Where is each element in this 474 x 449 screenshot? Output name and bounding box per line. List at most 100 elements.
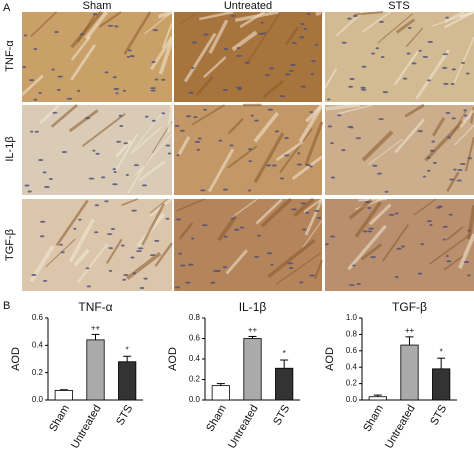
nucleus — [360, 86, 366, 89]
nucleus — [130, 256, 135, 259]
nucleus — [92, 149, 96, 152]
fiber — [304, 198, 324, 236]
nucleus — [429, 149, 435, 152]
nucleus — [122, 278, 127, 281]
nucleus — [149, 87, 156, 90]
nucleus — [24, 184, 30, 187]
nucleus — [95, 152, 100, 155]
nucleus — [427, 156, 431, 159]
y-tick-label: 0.4 — [32, 340, 44, 349]
y-tick-label: 0.4 — [189, 354, 201, 363]
nucleus — [360, 88, 367, 91]
nucleus — [113, 170, 117, 173]
fiber — [134, 134, 172, 177]
fiber — [466, 205, 474, 240]
fiber — [217, 215, 238, 242]
nucleus — [316, 216, 322, 219]
nucleus — [326, 98, 331, 101]
nucleus — [348, 284, 355, 287]
fiber — [315, 10, 323, 17]
nucleus — [179, 264, 186, 267]
fiber — [325, 103, 361, 111]
nucleus — [107, 24, 114, 27]
micrograph — [22, 199, 172, 291]
fiber — [458, 233, 474, 269]
nucleus — [43, 279, 48, 282]
nucleus — [337, 114, 342, 117]
fiber — [324, 67, 338, 88]
nucleus — [306, 13, 311, 16]
y-tick-label: 0.0 — [189, 395, 201, 404]
fiber — [138, 160, 166, 182]
fiber — [267, 238, 316, 279]
nucleus — [380, 55, 385, 58]
nucleus — [229, 144, 234, 147]
nucleus — [144, 115, 149, 118]
nucleus — [223, 48, 229, 51]
nucleus — [443, 82, 449, 85]
nucleus — [120, 244, 125, 247]
nucleus — [197, 137, 202, 140]
tissue-texture — [174, 197, 324, 289]
nucleus — [327, 125, 333, 128]
nucleus — [30, 130, 34, 133]
error-bar — [248, 335, 257, 339]
fiber — [158, 39, 174, 75]
nucleus — [129, 55, 135, 58]
nucleus — [426, 220, 432, 223]
row-header: IL-1β — [4, 136, 16, 161]
fiber — [337, 104, 373, 115]
nucleus — [38, 92, 42, 95]
fiber — [415, 49, 450, 100]
nucleus — [330, 142, 334, 145]
nucleus — [185, 281, 191, 284]
nucleus — [442, 225, 448, 228]
nucleus — [136, 250, 142, 253]
bar — [368, 396, 387, 401]
nucleus — [122, 89, 126, 92]
nucleus — [88, 177, 95, 180]
nucleus — [463, 109, 467, 112]
fiber — [405, 27, 424, 48]
nucleus — [222, 88, 228, 91]
error-bar — [405, 336, 414, 346]
nucleus — [367, 207, 372, 210]
fiber — [459, 109, 474, 128]
error-bar — [59, 389, 68, 391]
nucleus — [66, 97, 73, 100]
fiber — [253, 132, 285, 184]
x-tick-label: Sham — [204, 403, 229, 434]
nucleus — [284, 154, 290, 157]
fiber — [320, 11, 323, 19]
fiber — [260, 197, 293, 228]
micrograph — [174, 12, 322, 102]
fiber — [157, 10, 173, 19]
nucleus — [223, 235, 228, 238]
nucleus — [467, 274, 471, 277]
nucleus — [400, 245, 405, 248]
fiber — [105, 238, 123, 264]
fiber — [347, 224, 387, 271]
nucleus — [154, 239, 160, 242]
nucleus — [112, 76, 117, 79]
error-bar — [373, 394, 382, 397]
nucleus — [29, 79, 35, 82]
significance-mark: * — [283, 349, 286, 358]
nucleus — [141, 184, 148, 187]
fiber — [191, 104, 225, 126]
error-bar — [437, 357, 446, 369]
nucleus — [194, 140, 201, 143]
nucleus — [451, 117, 456, 120]
column-header: STS — [388, 0, 409, 12]
fiber — [446, 171, 460, 192]
bar — [400, 344, 419, 401]
nucleus — [250, 114, 254, 117]
nucleus — [300, 22, 305, 25]
y-tick-label: 0.8 — [346, 330, 358, 339]
nucleus — [299, 36, 305, 39]
fiber — [176, 198, 205, 212]
micrograph — [325, 199, 474, 291]
tissue-texture — [174, 103, 324, 193]
nucleus — [201, 224, 208, 227]
y-tick-label: 0.0 — [32, 395, 44, 404]
